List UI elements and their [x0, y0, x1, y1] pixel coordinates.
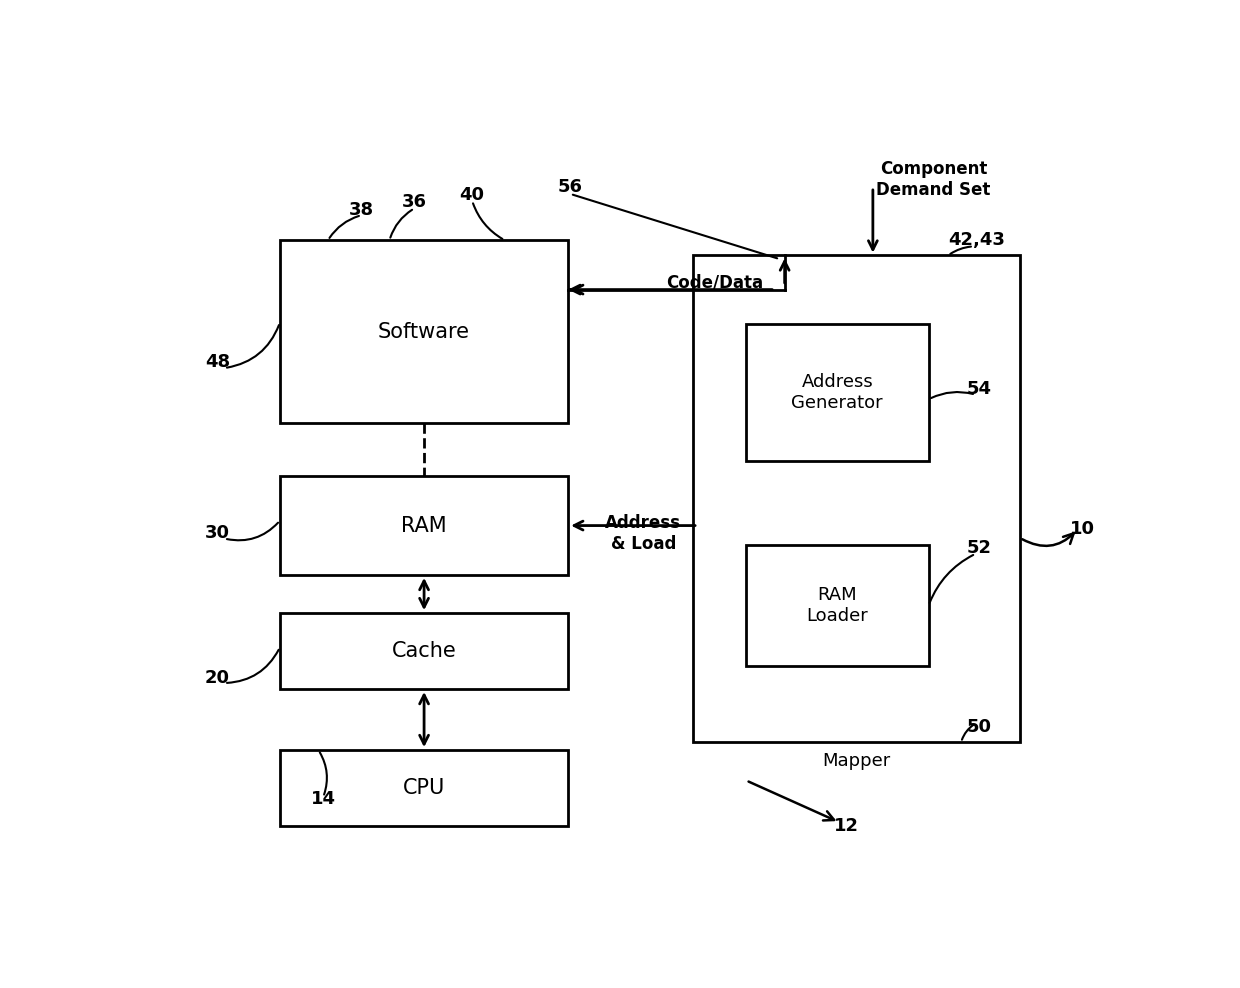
Text: CPU: CPU [403, 778, 445, 798]
Text: Software: Software [378, 321, 470, 342]
Text: Cache: Cache [392, 641, 456, 661]
Text: 30: 30 [205, 525, 229, 542]
Text: 54: 54 [967, 379, 992, 397]
Text: 42,43: 42,43 [949, 231, 1006, 249]
Text: Component
Demand Set: Component Demand Set [877, 160, 991, 199]
Text: Code/Data: Code/Data [666, 273, 764, 291]
Text: RAM: RAM [402, 516, 446, 535]
Text: Mapper: Mapper [822, 753, 890, 771]
Text: 40: 40 [460, 186, 485, 204]
Text: 38: 38 [348, 201, 374, 219]
Bar [280, 476, 568, 575]
Text: 50: 50 [967, 718, 992, 736]
Text: 52: 52 [967, 539, 992, 557]
Text: 36: 36 [402, 194, 427, 211]
Text: 20: 20 [205, 669, 229, 687]
Text: 14: 14 [311, 790, 336, 808]
Bar [746, 544, 929, 666]
Text: 48: 48 [205, 353, 231, 371]
Text: 12: 12 [835, 817, 859, 835]
Text: 56: 56 [558, 178, 583, 196]
Text: Address
Generator: Address Generator [791, 373, 883, 412]
Bar [746, 324, 929, 460]
Text: Address
& Load: Address & Load [605, 514, 681, 552]
Bar [280, 240, 568, 423]
Bar [280, 750, 568, 826]
Text: RAM
Loader: RAM Loader [806, 586, 868, 624]
Text: 10: 10 [1070, 521, 1095, 538]
Bar [693, 256, 1021, 742]
Bar [280, 613, 568, 690]
